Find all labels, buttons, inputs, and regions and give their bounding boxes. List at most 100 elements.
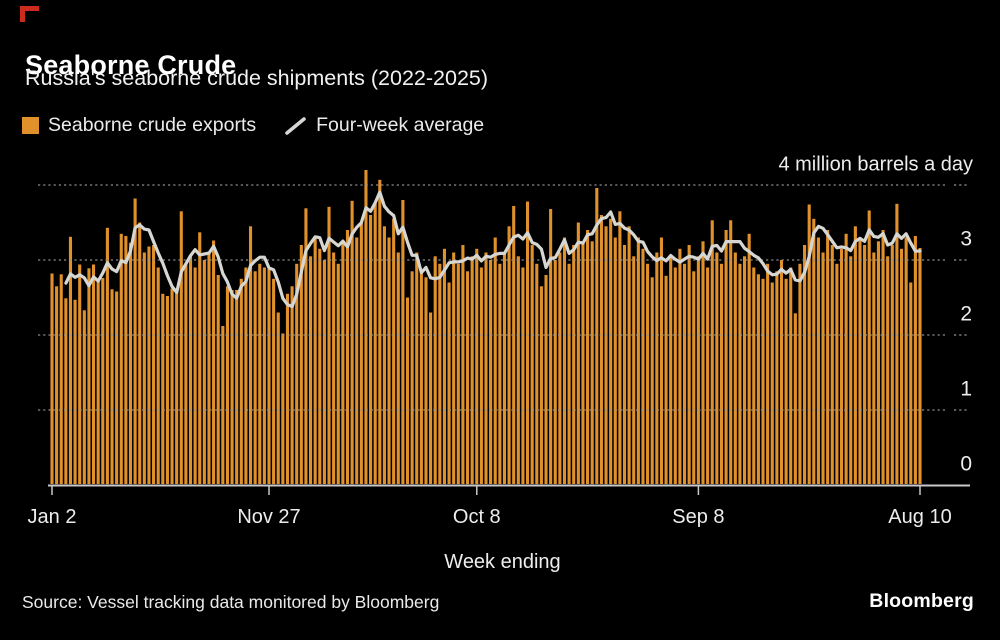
bar-week-85 <box>442 248 446 485</box>
bar-week-4 <box>68 236 73 485</box>
bar-week-18 <box>133 198 137 484</box>
bar-week-164 <box>807 204 811 484</box>
bar-week-183 <box>895 203 899 485</box>
bar-week-154 <box>761 278 765 485</box>
bar-week-14 <box>115 291 119 484</box>
bar-week-174 <box>853 226 857 485</box>
bar-week-68 <box>364 170 368 484</box>
bar-week-165 <box>812 218 816 485</box>
chart-title: Seaborne Crude <box>25 50 237 81</box>
bar-week-151 <box>747 233 751 485</box>
bar-week-179 <box>876 241 880 485</box>
bar-week-8 <box>87 268 91 485</box>
bar-week-6 <box>78 264 82 484</box>
bar-week-39 <box>230 290 234 484</box>
bar-week-7 <box>82 310 86 485</box>
bar-week-181 <box>886 256 890 485</box>
bar-week-34 <box>207 252 211 484</box>
bar-swatch-icon <box>22 117 39 134</box>
bar-week-139 <box>692 271 696 485</box>
bar-week-147 <box>729 220 733 485</box>
bar-week-176 <box>863 245 867 484</box>
bar-week-127 <box>636 237 640 484</box>
bar-week-57 <box>313 237 317 484</box>
bar-week-2 <box>59 274 63 485</box>
x-tick-label-4: Aug 10 <box>888 506 951 528</box>
bar-week-48 <box>272 278 276 485</box>
bar-week-166 <box>816 237 820 484</box>
bar-week-61 <box>332 252 336 484</box>
bar-week-79 <box>415 252 419 484</box>
bar-week-78 <box>410 271 414 485</box>
bar-week-12 <box>105 227 109 485</box>
bar-week-72 <box>382 226 386 485</box>
chart-subtitle: Russia's seaborne crude shipments (2022-… <box>25 66 489 90</box>
bar-week-19 <box>138 222 142 484</box>
bar-week-43 <box>248 226 253 485</box>
y-axis-unit-label: 4 million barrels a day <box>778 154 973 176</box>
bar-week-0 <box>50 273 54 484</box>
bar-week-49 <box>276 312 280 484</box>
bar-week-146 <box>724 230 728 484</box>
bar-week-103 <box>526 201 530 484</box>
x-tick-label-3: Sep 8 <box>672 506 724 528</box>
bar-week-84 <box>438 263 442 485</box>
bar-week-60 <box>327 206 331 485</box>
bar-week-75 <box>396 252 400 484</box>
bar-week-66 <box>355 237 359 484</box>
bar-week-109 <box>553 260 557 484</box>
bar-week-97 <box>498 263 502 485</box>
bar-week-175 <box>858 237 862 484</box>
bar-week-184 <box>899 248 904 485</box>
bar-week-128 <box>641 248 645 485</box>
bar-week-188 <box>918 248 922 484</box>
x-tick-label-2: Oct 8 <box>453 506 501 528</box>
bar-week-144 <box>715 252 719 484</box>
bar-week-92 <box>475 248 479 485</box>
bar-week-67 <box>359 222 363 484</box>
bar-week-132 <box>659 237 663 484</box>
bar-week-107 <box>544 275 548 484</box>
bar-week-113 <box>572 245 576 484</box>
bar-week-9 <box>92 264 96 484</box>
source-note: Source: Vessel tracking data monitored b… <box>22 592 440 612</box>
bar-week-115 <box>581 241 585 485</box>
y-tick-label-2: 2 <box>960 303 972 326</box>
bar-week-157 <box>775 271 779 485</box>
bar-week-63 <box>341 241 345 485</box>
bar-week-30 <box>188 256 193 485</box>
bar-week-138 <box>687 245 691 484</box>
bar-week-45 <box>258 263 262 485</box>
bar-week-125 <box>627 226 631 485</box>
bar-week-76 <box>401 200 405 484</box>
bar-week-163 <box>803 245 807 484</box>
x-tick-label-0: Jan 2 <box>28 506 77 528</box>
bar-week-88 <box>456 263 460 485</box>
bar-week-156 <box>770 282 774 484</box>
bar-week-149 <box>738 263 742 485</box>
bar-week-170 <box>835 263 839 485</box>
four-week-average-line <box>64 190 922 309</box>
bar-week-122 <box>613 237 617 484</box>
bar-week-38 <box>225 286 229 485</box>
bar-week-98 <box>502 252 507 484</box>
bar-week-11 <box>101 278 105 484</box>
bar-week-111 <box>562 237 567 484</box>
bar-week-95 <box>489 260 493 484</box>
bar-week-99 <box>507 226 511 485</box>
bar-week-46 <box>262 267 266 484</box>
bar-week-135 <box>673 267 677 484</box>
bar-week-140 <box>696 256 700 485</box>
bar-week-145 <box>719 263 724 485</box>
bar-week-10 <box>96 281 100 484</box>
bar-week-36 <box>216 275 220 484</box>
bar-week-89 <box>461 245 465 484</box>
bar-week-90 <box>465 271 470 485</box>
bar-week-81 <box>424 277 428 485</box>
bar-week-80 <box>419 269 423 484</box>
bar-week-17 <box>128 242 133 485</box>
bar-week-120 <box>604 226 608 485</box>
bar-week-35 <box>212 240 216 484</box>
bar-week-50 <box>281 333 285 484</box>
bar-week-104 <box>530 245 534 484</box>
